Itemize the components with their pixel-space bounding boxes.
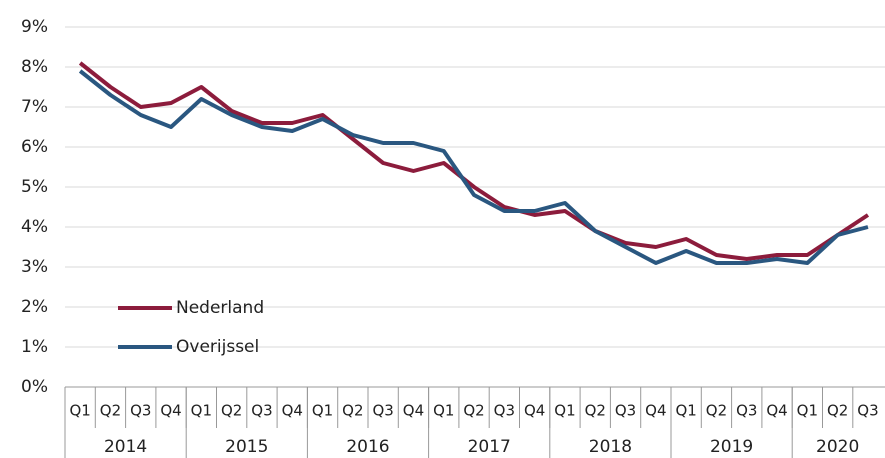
legend-label: Overijssel <box>176 337 259 357</box>
x-tick-label: Q1 <box>675 402 696 420</box>
group-label: 2020 <box>816 437 859 457</box>
group-label: 2014 <box>104 437 147 457</box>
y-tick-label: 7% <box>21 97 48 117</box>
x-tick-label: Q2 <box>342 402 363 420</box>
x-tick-label: Q1 <box>312 402 333 420</box>
y-tick-label: 9% <box>21 17 48 37</box>
x-tick-label: Q3 <box>615 402 636 420</box>
legend-label: Nederland <box>176 298 264 318</box>
y-tick-label: 2% <box>21 297 48 317</box>
x-tick-label: Q2 <box>827 402 848 420</box>
group-label: 2018 <box>589 437 632 457</box>
x-tick-label: Q4 <box>403 402 424 420</box>
y-tick-label: 0% <box>21 377 48 397</box>
y-tick-label: 1% <box>21 337 48 357</box>
x-tick-label: Q3 <box>251 402 272 420</box>
group-label: 2017 <box>468 437 511 457</box>
x-tick-label: Q1 <box>554 402 575 420</box>
x-tick-label: Q1 <box>433 402 454 420</box>
x-tick-label: Q1 <box>797 402 818 420</box>
x-tick-label: Q2 <box>100 402 121 420</box>
x-tick-label: Q3 <box>494 402 515 420</box>
x-tick-label: Q4 <box>645 402 666 420</box>
y-tick-label: 5% <box>21 177 48 197</box>
x-tick-label: Q4 <box>160 402 181 420</box>
group-label: 2015 <box>225 437 268 457</box>
x-tick-label: Q3 <box>372 402 393 420</box>
series-line <box>78 61 870 261</box>
group-label: 2016 <box>346 437 389 457</box>
x-tick-label: Q2 <box>585 402 606 420</box>
x-tick-label: Q2 <box>463 402 484 420</box>
group-label: 2019 <box>710 437 753 457</box>
y-tick-label: 3% <box>21 257 48 277</box>
x-tick-label: Q2 <box>706 402 727 420</box>
x-tick-label: Q2 <box>221 402 242 420</box>
y-tick-label: 4% <box>21 217 48 237</box>
x-tick-label: Q4 <box>766 402 787 420</box>
x-tick-label: Q3 <box>857 402 878 420</box>
x-tick-label: Q3 <box>736 402 757 420</box>
x-tick-label: Q1 <box>191 402 212 420</box>
y-tick-label: 8% <box>21 57 48 77</box>
x-tick-label: Q4 <box>524 402 545 420</box>
series-line <box>78 69 869 265</box>
x-tick-label: Q3 <box>130 402 151 420</box>
y-tick-label: 6% <box>21 137 48 157</box>
x-tick-label: Q1 <box>69 402 90 420</box>
x-tick-label: Q4 <box>282 402 303 420</box>
